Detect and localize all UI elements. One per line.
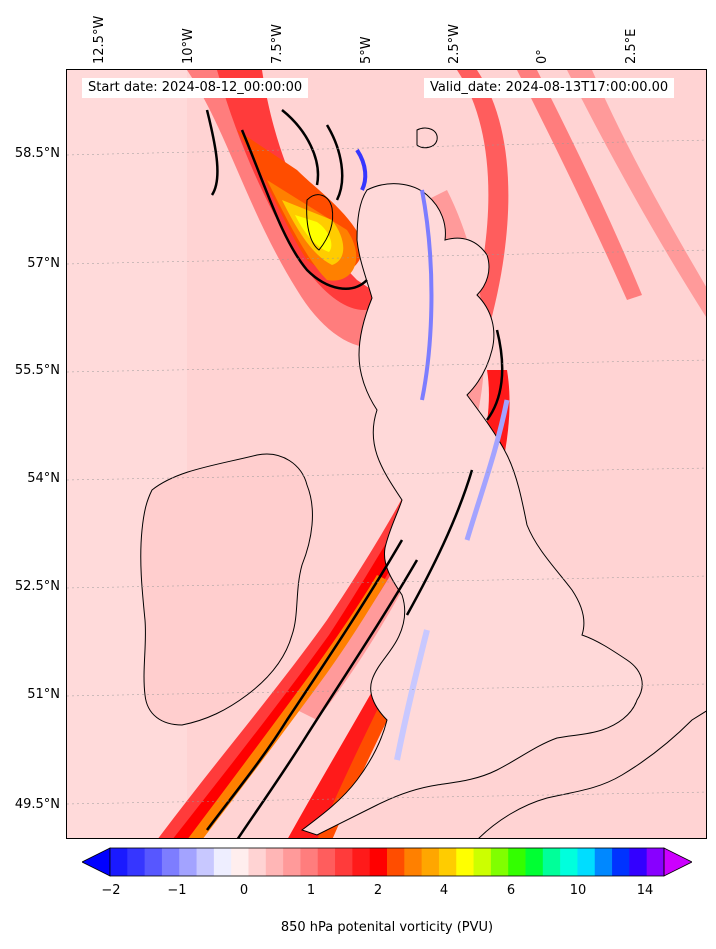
lon-label-2-5e: 2.5°E: [624, 28, 639, 64]
colorbar-swatch: [300, 848, 319, 876]
colorbar-swatch: [179, 848, 198, 876]
colorbar-swatch: [231, 848, 249, 876]
colorbar-swatch: [542, 848, 561, 876]
ireland-coastline: [140, 453, 313, 726]
lat-label-52-5n: 52.5°N: [14, 579, 60, 594]
france-coastline: [478, 710, 706, 838]
colorbar-swatch: [629, 848, 648, 876]
colorbar-extend-low: [82, 847, 111, 877]
colorbar-swatch: [335, 848, 353, 876]
lon-label-5w: 5°W: [359, 36, 374, 64]
colorbar-swatch: [612, 848, 630, 876]
lon-label-10w: 10°W: [181, 28, 196, 64]
colorbar-swatch: [525, 848, 544, 876]
colorbar-swatch: [110, 848, 128, 876]
lat-label-58-5n: 58.5°N: [14, 146, 60, 161]
colorbar-swatch: [352, 848, 371, 876]
colorbar-tick-1: 1: [306, 883, 316, 898]
colorbar-swatch: [438, 848, 457, 876]
lon-label-0: 0°: [535, 49, 550, 64]
colorbar-frame: [109, 847, 665, 877]
colorbar-swatch: [646, 848, 665, 876]
pv-negative-streaks: [355, 148, 510, 761]
graticule: [67, 139, 706, 805]
lon-label-7-5w: 7.5°W: [270, 23, 285, 64]
colorbar-swatch: [560, 848, 578, 876]
lat-label-55-5n: 55.5°N: [14, 363, 60, 378]
colorbar-swatch: [404, 848, 423, 876]
colorbar-swatch: [248, 848, 267, 876]
colorbar-swatch: [317, 848, 336, 876]
great-britain-coastline: [300, 183, 643, 836]
colorbar-swatch: [369, 848, 388, 876]
colorbar-swatch: [196, 848, 215, 876]
lat-label-57n: 57°N: [27, 256, 60, 271]
lon-label-2-5w: 2.5°W: [447, 23, 462, 64]
colorbar-swatch: [473, 848, 492, 876]
colorbar-swatch: [144, 848, 163, 876]
colorbar-tick-minus1: −1: [167, 883, 187, 898]
lat-label-51n: 51°N: [27, 687, 60, 702]
valid-date-label: Valid_date: 2024-08-13T17:00:00.00: [424, 78, 675, 98]
lat-label-54n: 54°N: [27, 471, 60, 486]
colorbar-swatch: [456, 848, 475, 876]
colorbar-label: 850 hPa potenital vorticity (PVU): [280, 920, 494, 935]
colorbar-swatch: [265, 848, 284, 876]
colorbar-swatch: [387, 848, 405, 876]
colorbar-tick-4: 4: [439, 883, 449, 898]
pv-contours: [205, 109, 504, 838]
colorbar-swatch: [577, 848, 596, 876]
colorbar: [82, 846, 692, 878]
colorbar-swatch: [594, 848, 613, 876]
colorbar-tick-10: 10: [569, 883, 587, 898]
colorbar-extend-high: [663, 847, 692, 877]
lon-label-12-5w: 12.5°W: [92, 15, 107, 64]
colorbar-swatch: [490, 848, 509, 876]
colorbar-tick-6: 6: [506, 883, 516, 898]
colorbar-swatch: [161, 848, 180, 876]
pv-band-north-sea: [457, 70, 706, 335]
colorbar-tick-0: 0: [239, 883, 249, 898]
colorbar-bar: [82, 847, 692, 877]
orkney-island: [416, 127, 438, 149]
pv-band-west-southwest: [158, 470, 442, 838]
lat-label-49-5n: 49.5°N: [14, 797, 60, 812]
colorbar-tick-minus2: −2: [101, 883, 121, 898]
colorbar-swatch: [213, 848, 232, 876]
colorbar-tick-14: 14: [636, 883, 654, 898]
map-panel: [66, 69, 707, 839]
pv-band-north-swirl: [187, 70, 397, 348]
start-date-label: Start date: 2024-08-12_00:00:00: [82, 78, 309, 98]
hebrides-island: [306, 194, 334, 251]
colorbar-swatch: [508, 848, 526, 876]
colorbar-swatch: [283, 848, 301, 876]
pv-map: [67, 70, 706, 838]
colorbar-tick-2: 2: [373, 883, 383, 898]
colorbar-swatch: [421, 848, 440, 876]
colorbar-swatch: [127, 848, 146, 876]
